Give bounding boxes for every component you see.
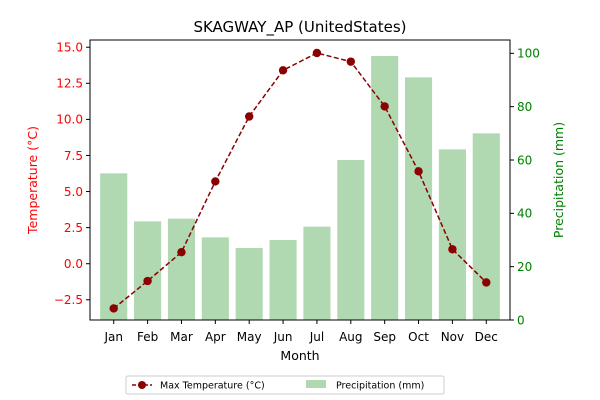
temperature-line xyxy=(109,48,491,313)
legend: Max Temperature (°C) Precipitation (mm) xyxy=(125,375,445,395)
temperature-point xyxy=(482,278,491,287)
precipitation-bar xyxy=(371,56,399,320)
y-left-tick-label: 10.0 xyxy=(56,113,83,127)
x-tick-label: Sep xyxy=(373,330,396,344)
precipitation-bar xyxy=(269,240,297,320)
precipitation-bar xyxy=(201,237,229,320)
precipitation-bar xyxy=(134,221,162,320)
y-axis-left-label: Temperature (°C) xyxy=(25,126,40,235)
y-left-tick-label: 12.5 xyxy=(56,77,83,91)
x-tick-label: Feb xyxy=(137,330,158,344)
y-left-tick-label: −2.5 xyxy=(54,293,83,307)
y-axis-right: 0 20 40 60 80 100 xyxy=(510,47,540,327)
y-right-tick-label: 100 xyxy=(517,47,540,61)
precipitation-bar xyxy=(337,160,365,320)
y-left-tick-label: 15.0 xyxy=(56,41,83,55)
y-left-tick-label: 2.5 xyxy=(64,221,83,235)
y-left-tick-label: 0.0 xyxy=(64,257,83,271)
legend-label-temperature: Max Temperature (°C) xyxy=(160,381,265,392)
plot-frame xyxy=(89,39,511,321)
x-tick-label: Aug xyxy=(339,330,362,344)
x-tick-label: Mar xyxy=(170,330,193,344)
temperature-line-path xyxy=(113,52,487,310)
x-axis-label: Month xyxy=(280,348,319,363)
x-tick-label: Jun xyxy=(273,330,293,344)
y-axis-left: −2.5 0.0 2.5 5.0 7.5 10.0 12.5 15.0 xyxy=(54,41,90,307)
temperature-point xyxy=(143,276,152,286)
y-right-tick-label: 80 xyxy=(517,100,532,114)
chart-title: SKAGWAY_AP (UnitedStates) xyxy=(193,18,406,37)
legend-label-precipitation: Precipitation (mm) xyxy=(336,381,424,392)
y-left-tick-label: 7.5 xyxy=(64,149,83,163)
legend-frame xyxy=(125,375,445,395)
temperature-point xyxy=(312,48,322,58)
x-axis: Jan Feb Mar Apr May Jun Jul Aug Sep Oct Nov Dec xyxy=(103,320,498,344)
y-right-tick-label: 20 xyxy=(517,260,532,274)
y-right-tick-label: 60 xyxy=(517,153,532,167)
precipitation-bar xyxy=(472,133,500,320)
y-left-tick-label: 5.0 xyxy=(64,185,83,199)
precipitation-bar xyxy=(303,226,331,320)
temperature-point xyxy=(211,177,220,186)
x-tick-label: Apr xyxy=(205,330,226,344)
temperature-point xyxy=(109,304,118,313)
x-tick-label: Jul xyxy=(309,330,324,344)
y-right-tick-label: 0 xyxy=(517,313,525,327)
temperature-point xyxy=(346,57,356,66)
precipitation-bar xyxy=(405,77,433,320)
temperature-point xyxy=(414,167,423,176)
x-tick-label: Jan xyxy=(103,330,123,344)
precipitation-bars xyxy=(100,56,500,320)
x-tick-label: Dec xyxy=(475,330,498,344)
temperature-point xyxy=(278,66,288,75)
precipitation-bar xyxy=(167,218,195,320)
temperature-point xyxy=(177,247,186,257)
y-axis-right-label: Precipitation (mm) xyxy=(551,122,566,238)
precipitation-bar xyxy=(235,248,263,320)
x-tick-label: Nov xyxy=(441,330,464,344)
x-tick-label: May xyxy=(237,330,262,344)
temperature-point xyxy=(244,112,254,121)
y-right-tick-label: 40 xyxy=(517,207,532,221)
precipitation-bar xyxy=(100,173,128,320)
temperature-point xyxy=(380,102,389,111)
precipitation-bar xyxy=(438,149,466,320)
temperature-point xyxy=(448,245,457,254)
x-tick-label: Oct xyxy=(408,330,429,344)
legend-bar-swatch xyxy=(306,380,326,388)
legend-line-marker xyxy=(138,381,146,389)
